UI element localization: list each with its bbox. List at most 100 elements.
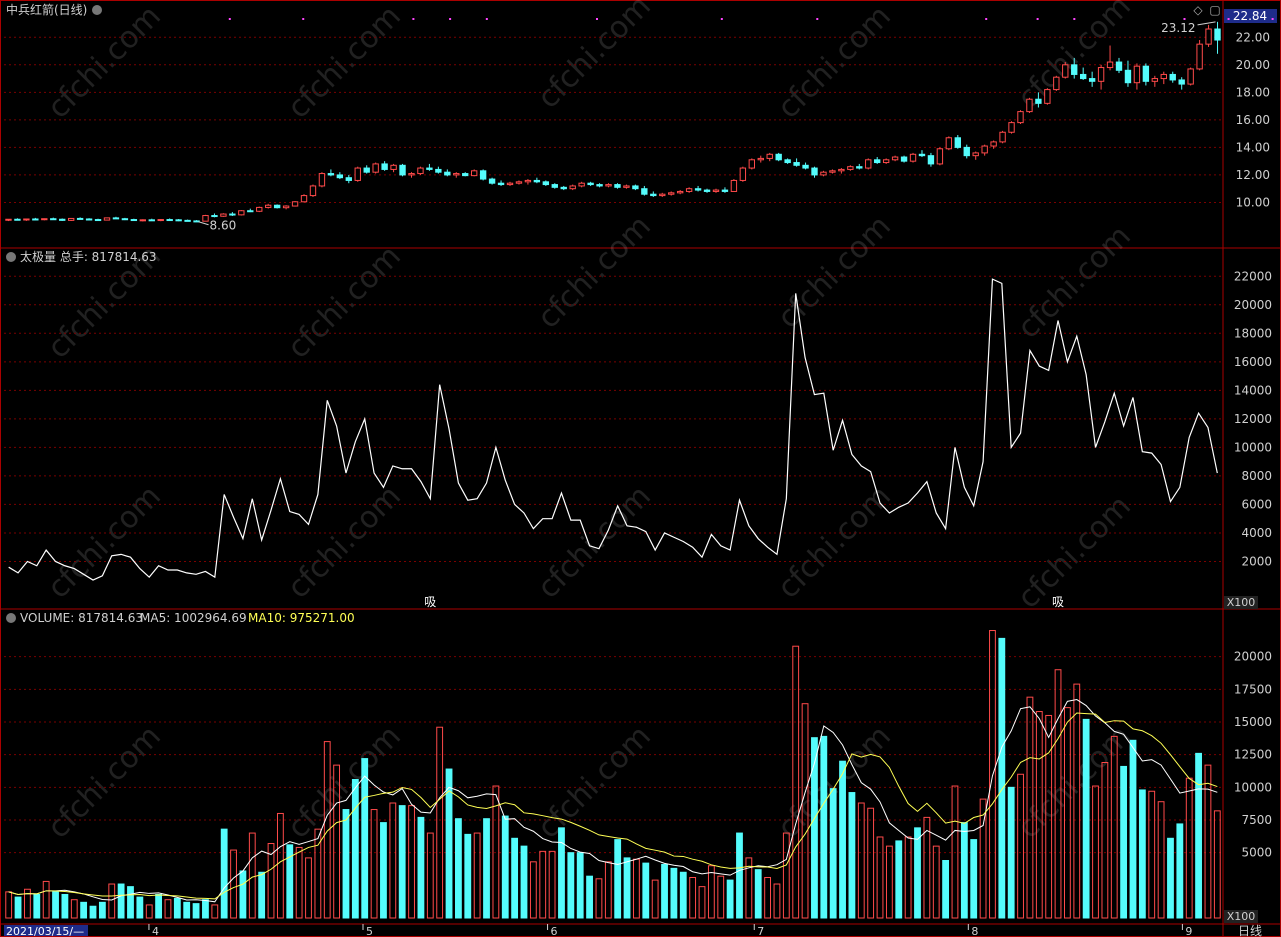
watermark: cfchi.com <box>531 0 658 116</box>
vol-legend-ma10: MA10: 975271.00 <box>248 611 355 625</box>
window-button[interactable]: ▢ <box>1209 3 1220 17</box>
month-tick-label: 4 <box>152 925 159 937</box>
vol-tick-label: 12500 <box>1234 748 1272 762</box>
volume-bar-up <box>1204 764 1212 919</box>
volume-bar-down <box>258 871 266 919</box>
candle-up <box>676 190 684 194</box>
tj-dropdown-icon[interactable] <box>6 252 16 262</box>
candle-up <box>1053 76 1060 91</box>
month-tick-label: 9 <box>1185 925 1192 937</box>
candle-up <box>453 173 460 176</box>
volume-bar-down <box>914 827 921 919</box>
candle-up <box>712 189 720 192</box>
candle-up <box>838 168 845 172</box>
volume-bar-up <box>248 832 256 919</box>
candle-down <box>1178 79 1185 85</box>
volume-bar-down <box>820 735 828 919</box>
volume-bar-down <box>61 893 69 919</box>
volume-bar-down <box>942 860 950 919</box>
volume-bar-up <box>145 904 153 919</box>
candle-down <box>802 164 809 169</box>
volume-bar-up <box>1213 810 1221 919</box>
candle-down <box>121 218 129 221</box>
watermark: cfchi.com <box>771 0 898 126</box>
volume-bar-up <box>923 816 931 919</box>
volume-bar-down <box>520 845 528 919</box>
volume-bar-up <box>932 845 940 919</box>
diamond-button[interactable]: ◇ <box>1193 3 1203 17</box>
volume-bar-down <box>661 863 668 919</box>
candle-up <box>1017 111 1024 124</box>
candle-up <box>354 167 361 181</box>
candle-down <box>497 182 505 186</box>
candle-down <box>533 179 541 183</box>
candle-up <box>282 205 290 209</box>
candle-down <box>85 218 93 221</box>
volume-bar-up <box>698 886 706 919</box>
month-tick-label: 5 <box>366 925 373 937</box>
volume-bar-down <box>1082 718 1090 919</box>
month-tick-label: 7 <box>757 925 764 937</box>
tj-series-line <box>8 278 1218 581</box>
tj-legend: 太极量 总手: 817814.63 <box>20 249 157 264</box>
volume-bar-down <box>679 871 687 919</box>
candle-down <box>426 167 433 170</box>
volume-bar-down <box>1176 823 1184 919</box>
volume-bar-down <box>127 886 134 919</box>
watermark: cfchi.com <box>41 479 168 606</box>
volume-bar-up <box>5 891 13 919</box>
volume-bar-up <box>473 832 481 919</box>
volume-bar-up <box>633 858 640 919</box>
price-tick-label: 12.00 <box>1236 168 1270 182</box>
candle-up <box>1160 73 1167 80</box>
event-marker <box>985 18 988 20</box>
volume-bar-up <box>801 703 809 919</box>
price-tick-label: 22.00 <box>1236 30 1270 44</box>
candle-up <box>685 188 693 192</box>
candle-up <box>372 163 379 173</box>
candle-up <box>1133 65 1141 84</box>
candle-up <box>318 173 326 187</box>
candle-up <box>41 218 48 221</box>
candle-up <box>67 217 75 221</box>
candle-down <box>112 217 120 220</box>
volume-bar-up <box>408 805 415 919</box>
absorb-marker: 吸 <box>424 595 436 609</box>
candle-up <box>23 218 30 221</box>
candle-down <box>650 193 657 197</box>
volume-bar-down <box>567 852 575 919</box>
candle-up <box>936 148 944 165</box>
candle-down <box>1124 69 1132 84</box>
watermark: cfchi.com <box>1011 0 1138 116</box>
volume-bar-up <box>1073 683 1081 919</box>
candle-up <box>820 171 827 176</box>
unit-badge <box>1224 596 1258 609</box>
candle-up <box>1044 89 1051 104</box>
candle-down <box>1142 65 1150 82</box>
volume-bar-up <box>1092 785 1099 919</box>
candle-up <box>202 215 209 222</box>
watermark: cfchi.com <box>281 479 408 606</box>
vol-tick-label: 17500 <box>1234 682 1272 696</box>
event-marker <box>1271 18 1274 20</box>
volume-bar-down <box>192 903 200 919</box>
volume-bar-up <box>764 876 771 919</box>
watermark: cfchi.com <box>1011 719 1138 846</box>
price-tick-label: 20.00 <box>1236 58 1270 72</box>
low-price-label: 8.60 <box>210 219 237 233</box>
candle-down <box>784 159 791 164</box>
vol-dropdown-icon[interactable] <box>6 613 16 623</box>
volume-bar-down <box>895 840 903 919</box>
settings-dropdown-icon[interactable] <box>92 5 102 15</box>
candle-down <box>399 164 406 176</box>
watermark: cfchi.com <box>531 479 658 606</box>
candle-down <box>488 178 496 184</box>
period-label[interactable]: 日线 <box>1238 924 1262 937</box>
volume-bar-down <box>736 832 743 919</box>
watermark: cfchi.com <box>1011 489 1138 616</box>
volume-bar-down <box>576 852 584 919</box>
candle-down <box>596 184 603 187</box>
absorb-marker: 吸 <box>1052 595 1064 609</box>
volume-bar-up <box>333 764 341 919</box>
